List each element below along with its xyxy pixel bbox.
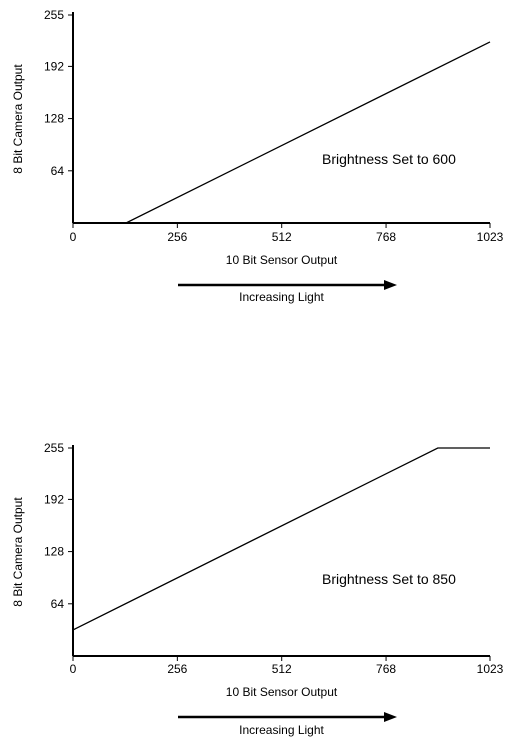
y-axis-title: 8 Bit Camera Output [11,64,25,174]
x-tick-label: 512 [272,230,292,244]
x-tick-label: 0 [70,230,77,244]
y-tick-label: 192 [44,492,64,506]
y-tick-label: 192 [44,59,64,73]
chart-brightness-850: 64 128 192 255 0 256 512 768 1023 10 Bit Sensor O… [11,441,504,737]
x-tick-label: 768 [376,230,396,244]
x-tick-label: 256 [167,230,187,244]
x-tick-label: 0 [70,662,77,676]
x-tick-label: 1023 [477,662,504,676]
y-tick-label: 128 [44,545,64,559]
brightness-annotation: Brightness Set to 850 [322,571,456,587]
brightness-annotation: Brightness Set to 600 [322,151,456,167]
y-tick-label: 255 [44,441,64,455]
x-tick-label: 768 [376,662,396,676]
increasing-light-label: Increasing Light [239,723,324,737]
increasing-light-label: Increasing Light [239,290,324,304]
arrow-head-icon [384,280,397,290]
x-tick-label: 512 [272,662,292,676]
arrow-head-icon [384,712,397,722]
series-line [125,41,491,224]
y-tick-label: 255 [44,8,64,22]
x-axis-title: 10 Bit Sensor Output [226,253,338,267]
y-tick-label: 64 [51,164,65,178]
x-axis-title: 10 Bit Sensor Output [226,685,338,699]
y-axis-title: 8 Bit Camera Output [11,497,25,607]
y-tick-label: 64 [51,597,65,611]
x-tick-label: 256 [167,662,187,676]
series-line [72,447,490,631]
chart-brightness-600: 64 128 192 255 0 256 512 768 1023 10 Bit Sensor O… [11,8,504,304]
x-tick-label: 1023 [477,230,504,244]
y-tick-label: 128 [44,112,64,126]
